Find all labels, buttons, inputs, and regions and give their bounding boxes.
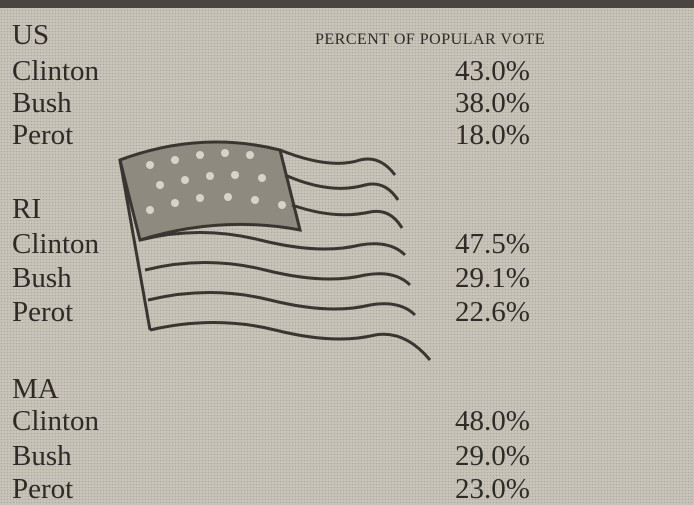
candidate-name: Perot	[12, 119, 73, 151]
candidate-name: Perot	[12, 296, 73, 328]
vote-percent: 29.1%	[455, 262, 530, 294]
vote-percent: 22.6%	[455, 296, 530, 328]
candidate-name: Clinton	[12, 405, 100, 437]
region-label: US	[12, 19, 49, 51]
vote-percent: 29.0%	[455, 440, 530, 472]
vote-percent: 18.0%	[455, 119, 530, 151]
candidate-name: Clinton	[12, 228, 100, 260]
vote-percent: 38.0%	[455, 87, 530, 119]
candidate-name: Perot	[12, 473, 73, 505]
candidate-name: Bush	[12, 440, 72, 472]
vote-percent: 48.0%	[455, 405, 530, 437]
clipping: PERCENT OF POPULAR VOTE US Clinton 43.0% Bu…	[0, 0, 694, 505]
region-label: RI	[12, 193, 41, 225]
vote-percent: 43.0%	[455, 55, 530, 87]
paper-background	[0, 0, 694, 505]
candidate-name: Clinton	[12, 55, 100, 87]
vote-percent: 23.0%	[455, 473, 530, 505]
vote-percent: 47.5%	[455, 228, 530, 260]
column-header: PERCENT OF POPULAR VOTE	[315, 31, 545, 48]
top-border	[0, 0, 694, 8]
candidate-name: Bush	[12, 87, 72, 119]
region-label: MA	[12, 373, 59, 405]
candidate-name: Bush	[12, 262, 72, 294]
